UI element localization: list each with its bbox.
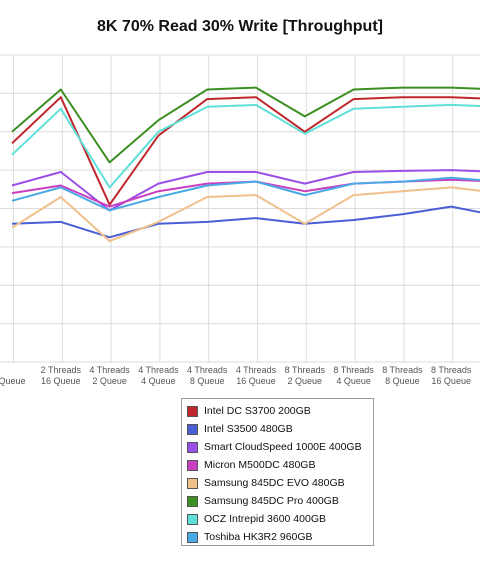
chart-title: 8K 70% Read 30% Write [Throughput] (97, 18, 383, 35)
x-tick-label: 4 Threads (138, 365, 179, 375)
legend-swatch (187, 459, 198, 471)
legend-swatch (187, 477, 198, 489)
x-tick-label: 16 Queue (431, 376, 471, 386)
series-line (11, 169, 480, 212)
x-tick-label: 16 Queue (41, 376, 81, 386)
x-tick-label: 8 Threads (431, 365, 472, 375)
legend-item: Intel S3500 480GB (187, 420, 373, 438)
x-tick-label: 2 Queue (92, 376, 127, 386)
legend-item: Smart CloudSpeed 1000E 400GB (187, 438, 373, 456)
legend-swatch (187, 423, 198, 435)
legend-item: Samsung 845DC Pro 400GB (187, 492, 373, 510)
x-tick-label: 4 Threads (187, 365, 228, 375)
legend-swatch (187, 441, 198, 453)
legend-swatch (187, 495, 198, 507)
series-line (11, 186, 480, 243)
x-tick-label: 4 Threads (236, 365, 277, 375)
legend-label: Intel DC S3700 200GB (204, 405, 311, 417)
x-tick-label: 8 Threads (333, 365, 374, 375)
x-tick-label: 8 Threads (285, 365, 326, 375)
legend-label: OCZ Intrepid 3600 400GB (204, 513, 326, 525)
x-tick-label: 8 Queue (385, 376, 420, 386)
series-line (11, 86, 480, 164)
legend: Intel DC S3700 200GB Intel S3500 480GB Sma… (181, 398, 374, 546)
legend-label: Smart CloudSpeed 1000E 400GB (204, 441, 362, 453)
series-line (11, 103, 480, 189)
legend-item: Micron M500DC 480GB (187, 456, 373, 474)
series-line (11, 176, 480, 212)
x-tick-label: 2 Threads (41, 365, 82, 375)
x-tick-label: Queue (0, 376, 26, 386)
legend-item: Toshiba HK3R2 960GB (187, 528, 373, 546)
legend-label: Micron M500DC 480GB (204, 459, 316, 471)
legend-swatch (187, 513, 198, 525)
legend-label: Intel S3500 480GB (204, 423, 293, 435)
series-lines (11, 86, 480, 243)
series-line (11, 96, 480, 206)
legend-swatch (187, 531, 198, 543)
x-tick-label: 4 Threads (89, 365, 130, 375)
grid (0, 54, 480, 363)
x-tick-label: 4 Queue (336, 376, 371, 386)
x-tick-label: 8 Threads (382, 365, 423, 375)
series-line (11, 178, 480, 208)
legend-label: Samsung 845DC Pro 400GB (204, 495, 339, 507)
legend-label: Samsung 845DC EVO 480GB (204, 477, 345, 489)
legend-item: Intel DC S3700 200GB (187, 402, 373, 420)
series-line (11, 205, 480, 239)
x-tick-label: 8 Queue (190, 376, 225, 386)
legend-item: OCZ Intrepid 3600 400GB (187, 510, 373, 528)
legend-swatch (187, 405, 198, 417)
x-tick-label: 16 Queue (236, 376, 276, 386)
x-tick-label: 2 Queue (288, 376, 323, 386)
legend-item: Samsung 845DC EVO 480GB (187, 474, 373, 492)
legend-label: Toshiba HK3R2 960GB (204, 531, 313, 543)
x-tick-label: 4 Queue (141, 376, 176, 386)
